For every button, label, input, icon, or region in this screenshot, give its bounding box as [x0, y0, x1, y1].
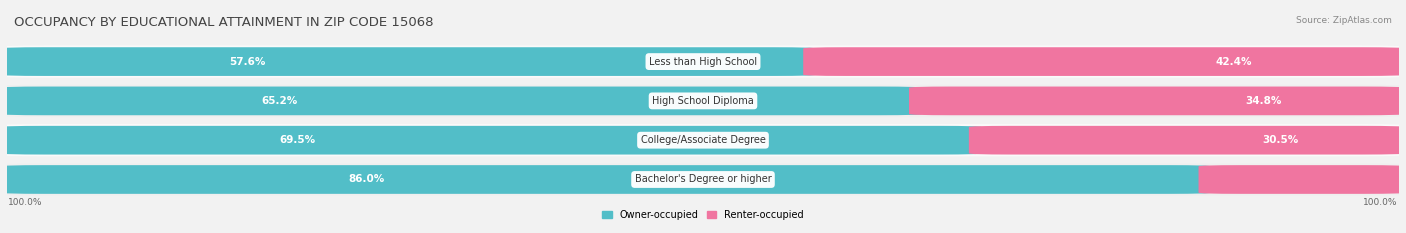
- Legend: Owner-occupied, Renter-occupied: Owner-occupied, Renter-occupied: [602, 210, 804, 220]
- Text: 34.8%: 34.8%: [1246, 96, 1281, 106]
- Text: 100.0%: 100.0%: [1362, 198, 1398, 207]
- Text: 86.0%: 86.0%: [349, 175, 384, 185]
- FancyBboxPatch shape: [1, 126, 981, 154]
- Text: High School Diploma: High School Diploma: [652, 96, 754, 106]
- Text: OCCUPANCY BY EDUCATIONAL ATTAINMENT IN ZIP CODE 15068: OCCUPANCY BY EDUCATIONAL ATTAINMENT IN Z…: [14, 16, 433, 29]
- Text: 42.4%: 42.4%: [1215, 57, 1251, 67]
- Text: 30.5%: 30.5%: [1263, 135, 1298, 145]
- FancyBboxPatch shape: [0, 163, 1406, 196]
- FancyBboxPatch shape: [1, 86, 921, 115]
- FancyBboxPatch shape: [969, 126, 1405, 154]
- Text: Bachelor's Degree or higher: Bachelor's Degree or higher: [634, 175, 772, 185]
- FancyBboxPatch shape: [0, 45, 1406, 78]
- Text: 65.2%: 65.2%: [262, 96, 298, 106]
- Text: Source: ZipAtlas.com: Source: ZipAtlas.com: [1296, 16, 1392, 25]
- Text: 69.5%: 69.5%: [280, 135, 315, 145]
- FancyBboxPatch shape: [1, 165, 1211, 194]
- FancyBboxPatch shape: [0, 85, 1406, 117]
- Text: 57.6%: 57.6%: [229, 57, 266, 67]
- FancyBboxPatch shape: [0, 124, 1406, 156]
- Text: College/Associate Degree: College/Associate Degree: [641, 135, 765, 145]
- Text: 100.0%: 100.0%: [8, 198, 44, 207]
- FancyBboxPatch shape: [803, 47, 1405, 76]
- FancyBboxPatch shape: [1, 47, 815, 76]
- FancyBboxPatch shape: [910, 86, 1405, 115]
- Text: Less than High School: Less than High School: [650, 57, 756, 67]
- FancyBboxPatch shape: [1198, 165, 1406, 194]
